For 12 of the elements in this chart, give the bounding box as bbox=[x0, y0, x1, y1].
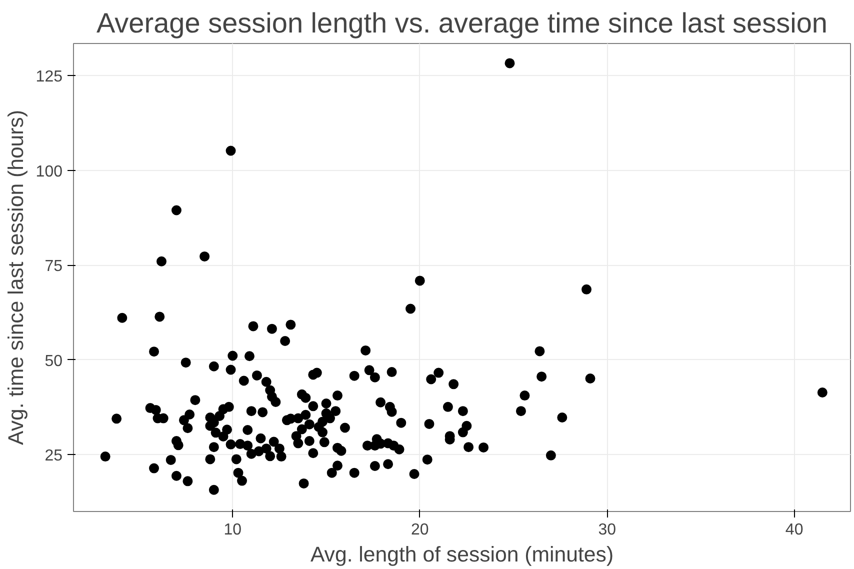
y-axis-title: Avg. time since last session (hours) bbox=[4, 110, 28, 446]
y-tick-label: 125 bbox=[36, 68, 63, 86]
y-tick-label: 100 bbox=[36, 163, 63, 180]
y-tick-label: 75 bbox=[44, 258, 63, 276]
y-tick-label: 50 bbox=[44, 352, 63, 370]
chart-title: Average session length vs. average time since last session bbox=[96, 8, 828, 38]
x-tick-label: 10 bbox=[224, 522, 242, 538]
x-tick-label: 30 bbox=[598, 522, 616, 538]
x-axis-title: Avg. length of session (minutes) bbox=[310, 542, 614, 566]
x-tick-label: 20 bbox=[410, 522, 429, 538]
x-tick-label: 40 bbox=[785, 522, 804, 538]
y-tick-label: 25 bbox=[44, 448, 63, 465]
